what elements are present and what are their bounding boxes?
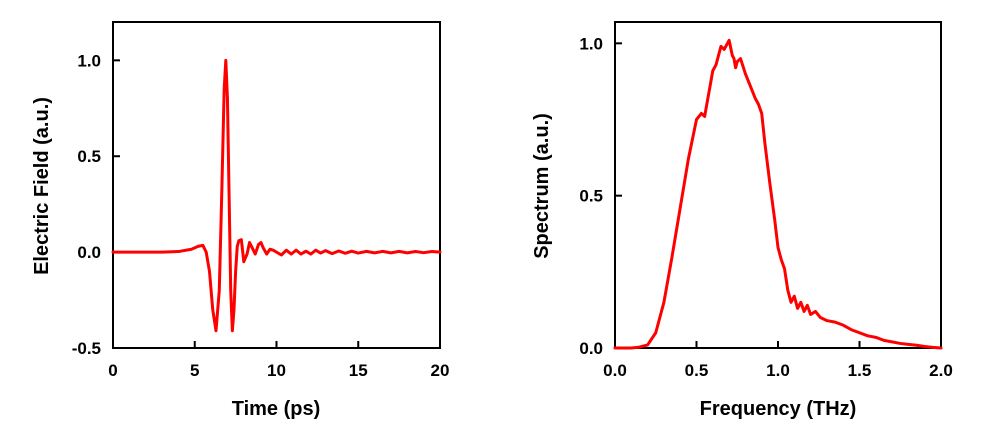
x-tick-label: 15 — [349, 361, 368, 380]
spectrum-line — [613, 38, 943, 350]
electric-field-line — [111, 58, 442, 333]
x-axis-label: Frequency (THz) — [700, 398, 857, 420]
x-tick-label: 0.0 — [603, 361, 627, 380]
y-tick-label: 0.5 — [579, 187, 603, 206]
y-tick-label: 1.0 — [579, 34, 603, 53]
x-axis-label: Time (ps) — [232, 398, 321, 420]
x-tick-label: 2.0 — [929, 361, 953, 380]
x-tick-label: 20 — [431, 361, 450, 380]
y-tick-label: 0.5 — [77, 147, 101, 166]
y-axis-label: Spectrum (a.u.) — [531, 113, 553, 259]
y-tick-label: -0.5 — [72, 339, 101, 358]
spectrum-panel: 0.0 0.5 1.0 1.5 2.0 0.0 0.5 1.0 Frequency (THz… — [531, 21, 953, 420]
plot-frame — [112, 21, 441, 349]
x-tick-label: 10 — [267, 361, 286, 380]
time-domain-panel: 0 5 10 15 20 -0.5 0.0 0.5 1.0 Time (ps) Electri… — [31, 21, 450, 420]
y-tick-label: 0.0 — [77, 243, 101, 262]
x-tick-label: 5 — [190, 361, 199, 380]
y-tick-label: 0.0 — [579, 339, 603, 358]
y-axis-label: Electric Field (a.u.) — [31, 97, 53, 275]
x-tick-label: 1.0 — [766, 361, 790, 380]
x-tick-label: 1.5 — [848, 361, 872, 380]
x-tick-label: 0.5 — [685, 361, 709, 380]
y-tick-label: 1.0 — [77, 51, 101, 70]
x-tick-label: 0 — [108, 361, 117, 380]
